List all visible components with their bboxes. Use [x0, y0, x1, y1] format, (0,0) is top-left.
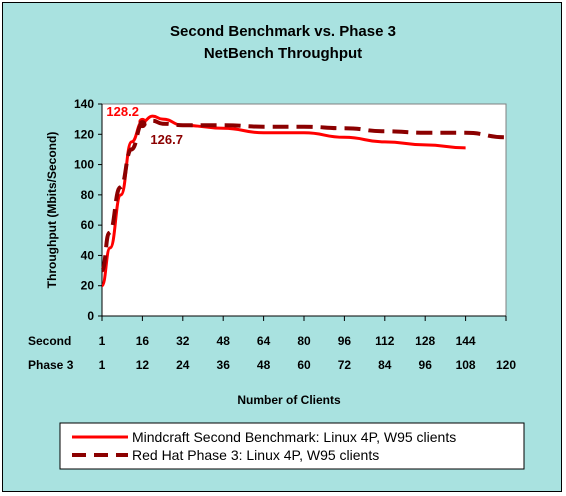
chart-subtitle: NetBench Throughput — [204, 45, 362, 62]
y-tick-label: 40 — [81, 248, 95, 262]
x-tick-label: 84 — [378, 358, 392, 372]
y-tick-label: 0 — [87, 309, 94, 323]
y-tick-label: 140 — [74, 97, 94, 111]
series-line-redhat — [100, 118, 507, 273]
x-tick-label: 32 — [176, 334, 190, 348]
x-tick-label: 16 — [136, 334, 150, 348]
y-tick-label: 60 — [81, 218, 95, 232]
legend-label-mindcraft: Mindcraft Second Benchmark: Linux 4P, W9… — [132, 429, 456, 445]
series-group — [100, 114, 507, 288]
x-tick-label: 80 — [297, 334, 311, 348]
y-tick-label: 100 — [74, 158, 94, 172]
annotation-label-redhat: 126.7 — [150, 132, 183, 147]
x-tick-label: 48 — [257, 358, 271, 372]
y-axis-label: Throughput (Mbits/Second) — [45, 132, 59, 289]
y-tick-label: 120 — [74, 127, 94, 141]
annotation-group: 128.2 126.7 — [106, 104, 183, 147]
x-tick-label: 96 — [419, 358, 433, 372]
peak-marker-redhat — [138, 120, 147, 129]
x-tick-label: 120 — [496, 358, 516, 372]
x-tick-label: 64 — [257, 334, 271, 348]
x-tick-label: 108 — [456, 358, 476, 372]
x-tick-label: 24 — [176, 358, 190, 372]
x-tick-label: 36 — [217, 358, 231, 372]
x-tick-label: 60 — [297, 358, 311, 372]
x-tick-label: 112 — [375, 334, 395, 348]
x-tick-label: 128 — [415, 334, 435, 348]
y-tick-label: 80 — [81, 188, 95, 202]
x-tick-label: 1 — [99, 358, 106, 372]
x-tick-label: 144 — [456, 334, 476, 348]
x-tick-label: 1 — [99, 334, 106, 348]
legend-label-redhat: Red Hat Phase 3: Linux 4P, W95 clients — [132, 447, 379, 463]
legend-box — [59, 422, 525, 470]
x-axis-name-second: Second — [28, 334, 71, 348]
annotation-label-mindcraft: 128.2 — [106, 104, 139, 119]
x-tick-label: 12 — [136, 358, 150, 372]
y-ticks: 0 20 40 60 80 100 120 140 — [74, 97, 102, 323]
x-axis-name-phase3: Phase 3 — [28, 358, 74, 372]
y-tick-label: 20 — [81, 279, 95, 293]
chart-title: Second Benchmark vs. Phase 3 — [170, 23, 396, 40]
x-tick-label: 96 — [338, 334, 352, 348]
x-tick-label: 72 — [338, 358, 352, 372]
x-axis-label: Number of Clients — [237, 393, 341, 407]
x-tick-label: 48 — [217, 334, 231, 348]
plot-area — [101, 103, 507, 317]
